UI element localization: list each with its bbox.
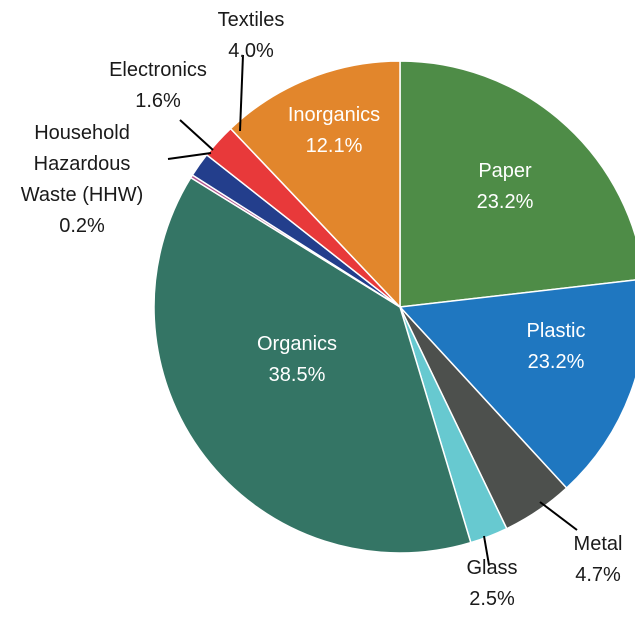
slice-value-glass: 2.5%	[469, 588, 515, 610]
slice-label-organics: Organics	[257, 333, 337, 355]
slice-label-textiles: Textiles	[218, 9, 285, 31]
leader-line-textiles	[239, 54, 244, 132]
pie-slice-plastic	[398, 279, 635, 490]
slice-value-inorganics: 12.1%	[306, 135, 363, 157]
pie-slice-organics	[153, 176, 472, 554]
leader-line-electronics	[179, 119, 214, 151]
slice-label-household-hazardous-waste-line3: Waste (HHW)	[21, 184, 144, 206]
pie-slices	[153, 60, 635, 554]
leader-line-metal	[539, 501, 578, 531]
slice-value-textiles: 4.0%	[228, 40, 274, 62]
slice-value-organics: 38.5%	[269, 364, 326, 386]
slice-labels: Paper 23.2% Plastic 23.2% Metal 4.7% Glass 2.5%…	[21, 9, 623, 610]
slice-label-metal: Metal	[574, 533, 623, 555]
slice-label-glass: Glass	[466, 557, 517, 579]
slice-value-electronics: 1.6%	[135, 90, 181, 112]
slice-value-plastic: 23.2%	[528, 351, 585, 373]
slice-label-paper: Paper	[478, 160, 532, 182]
slice-label-household-hazardous-waste-line1: Household	[34, 122, 130, 144]
leader-lines	[167, 54, 578, 566]
slice-label-inorganics: Inorganics	[288, 104, 380, 126]
slice-label-plastic: Plastic	[527, 320, 586, 342]
slice-value-household-hazardous-waste: 0.2%	[59, 215, 105, 237]
slice-label-electronics: Electronics	[109, 59, 207, 81]
leader-line-glass	[483, 535, 490, 566]
slice-value-paper: 23.2%	[477, 191, 534, 213]
pie-slice-paper	[399, 60, 635, 308]
slice-label-household-hazardous-waste-line2: Hazardous	[34, 153, 131, 175]
slice-value-metal: 4.7%	[575, 564, 621, 586]
leader-line-household-hazardous-waste	[167, 152, 212, 160]
